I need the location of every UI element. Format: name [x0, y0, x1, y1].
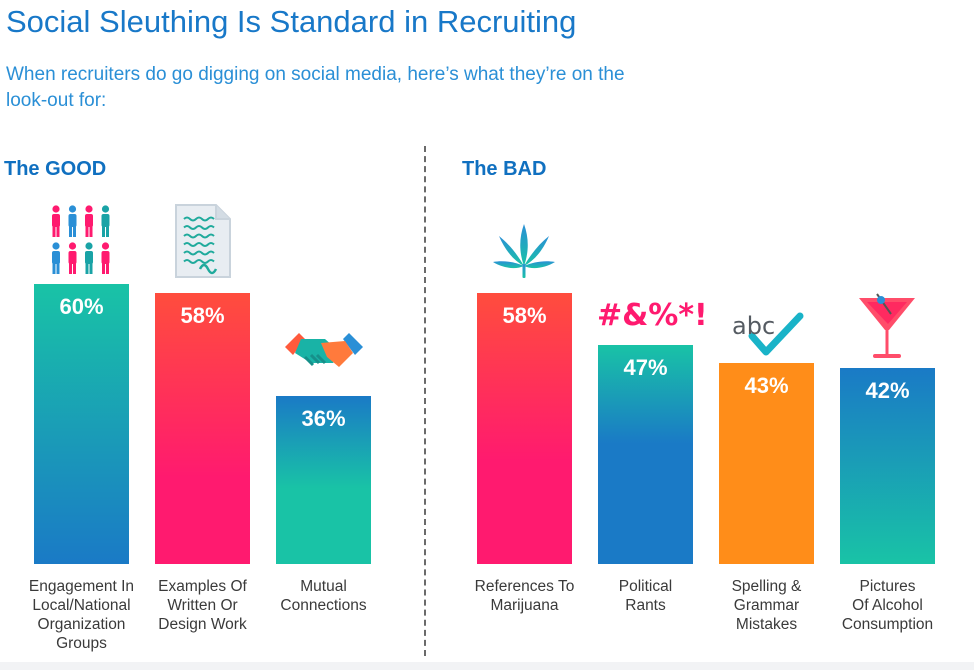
- good-heading: The GOOD: [4, 158, 107, 180]
- category-label: Examples Of Written Or Design Work: [140, 577, 265, 634]
- spellcheck-icon: abc: [732, 310, 804, 356]
- bar-examples-of-written-or-design-work: 58%: [155, 293, 250, 564]
- category-label-line: Marijuana: [490, 597, 559, 614]
- cocktail-icon: [855, 292, 919, 364]
- category-label-line: Connections: [280, 597, 367, 614]
- category-label-line: Written Or: [167, 597, 238, 614]
- bar-value-label: 47%: [623, 354, 668, 380]
- category-label-line: Examples Of: [158, 578, 247, 595]
- category-label-line: Political: [618, 578, 673, 595]
- people-icon: [48, 205, 114, 277]
- category-label: Spelling & Grammar Mistakes: [704, 577, 829, 634]
- bar-engagement-in-local-national-organization-groups: 60%: [34, 284, 129, 564]
- bottom-strip: [0, 662, 974, 670]
- bar-political-rants: 47%: [598, 344, 693, 564]
- document-icon: [174, 203, 232, 279]
- bar-references-to-marijuana: 58%: [477, 293, 572, 564]
- group-divider: [424, 146, 426, 656]
- bar-value-label: 42%: [865, 378, 910, 403]
- bar-value-label: 36%: [301, 406, 346, 431]
- category-label: Political Rants: [583, 577, 708, 615]
- category-label-line: References To: [474, 578, 575, 595]
- spellcheck-icon-text: abc: [732, 312, 776, 340]
- cannabis-leaf-icon: [491, 222, 557, 280]
- category-label-line: Of Alcohol: [852, 597, 923, 614]
- category-label-line: Design Work: [158, 616, 247, 633]
- category-label-line: Organization: [37, 616, 126, 633]
- bar-value-label: 58%: [502, 303, 547, 329]
- page-subtitle: When recruiters do go digging on social …: [6, 64, 625, 111]
- category-label-line: Spelling &: [731, 578, 802, 595]
- category-label-line: Mistakes: [735, 616, 798, 633]
- bar-spelling-grammar-mistakes: 43%: [719, 363, 814, 564]
- category-label-line: Pictures: [859, 578, 916, 595]
- bar-value-label: 43%: [744, 373, 789, 399]
- page-title: Social Sleuthing Is Standard in Recruiti…: [6, 4, 577, 39]
- symbols-icon: #&%*!: [597, 296, 708, 336]
- category-label: Pictures Of Alcohol Consumption: [825, 577, 950, 634]
- category-label: Engagement In Local/National Organization G…: [19, 577, 144, 653]
- category-label-line: Rants: [625, 597, 666, 614]
- bad-heading: The BAD: [462, 158, 547, 180]
- bar-pictures-of-alcohol-consumption: 42%: [840, 368, 935, 564]
- category-label-line: Local/National: [32, 597, 131, 614]
- bar-value-label: 60%: [59, 294, 104, 319]
- category-label-line: Consumption: [841, 616, 934, 633]
- category-label-line: Groups: [56, 635, 107, 652]
- category-label-line: Mutual: [300, 578, 347, 595]
- category-label: References To Marijuana: [462, 577, 587, 615]
- category-label-line: Grammar: [733, 597, 800, 614]
- symbols-icon-text: #&%*!: [597, 298, 708, 333]
- bar-mutual-connections: 36%: [276, 396, 371, 564]
- category-label-line: Engagement In: [28, 578, 135, 595]
- category-label: Mutual Connections: [261, 577, 386, 615]
- handshake-icon: [281, 327, 367, 381]
- bar-value-label: 58%: [180, 303, 225, 329]
